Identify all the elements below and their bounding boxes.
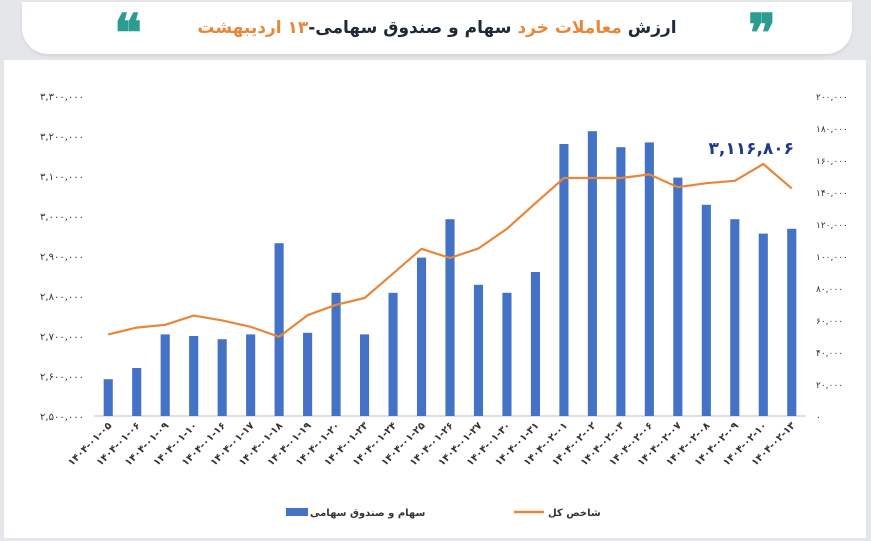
bar bbox=[360, 334, 370, 416]
y-left-tick-label: ۲,۸۰۰,۰۰۰ bbox=[40, 292, 84, 303]
quote-open-icon: ❝ bbox=[114, 3, 142, 64]
data-label-peak: ۳,۱۱۶,۸۰۶ bbox=[708, 139, 794, 159]
y-left-tick-label: ۲,۹۰۰,۰۰۰ bbox=[40, 252, 84, 263]
bar bbox=[132, 368, 142, 416]
y-left-tick-label: ۳,۳۰۰,۰۰۰ bbox=[40, 92, 84, 103]
bar bbox=[673, 177, 683, 416]
title-accent: معاملات خرد bbox=[517, 18, 622, 38]
bar bbox=[274, 243, 284, 416]
bar bbox=[616, 147, 626, 416]
page-title: ارزش معاملات خرد سهام و صندوق سهامی-۱۳ ا… bbox=[197, 18, 676, 38]
y-left-tick-label: ۳,۲۰۰,۰۰۰ bbox=[40, 132, 84, 143]
y-right-tick-label: ۱۸۰,۰۰۰ bbox=[816, 125, 848, 135]
y-right-tick-label: ۶۰,۰۰۰ bbox=[816, 317, 843, 327]
bar bbox=[416, 257, 427, 416]
bar bbox=[303, 332, 313, 416]
chart-panel: ۲,۵۰۰,۰۰۰ ۲,۶۰۰,۰۰۰ ۲,۷۰۰,۰۰۰ ۲,۸۰۰,۰۰۰ ۲,۹۰… bbox=[4, 60, 866, 538]
legend-swatch-bar bbox=[286, 508, 308, 516]
bar bbox=[388, 292, 398, 416]
y-left-tick-label: ۳,۱۰۰,۰۰۰ bbox=[40, 172, 84, 183]
bar bbox=[502, 292, 512, 416]
y-left-tick-label: ۲,۵۰۰,۰۰۰ bbox=[40, 412, 84, 423]
bar bbox=[473, 284, 484, 416]
quote-close-icon: ❞ bbox=[748, 3, 776, 64]
y-right-tick-label: ۱۴۰,۰۰۰ bbox=[816, 189, 848, 199]
combo-chart: ۲,۵۰۰,۰۰۰ ۲,۶۰۰,۰۰۰ ۲,۷۰۰,۰۰۰ ۲,۸۰۰,۰۰۰ ۲,۹۰… bbox=[40, 92, 848, 519]
y-left-tick-label: ۲,۶۰۰,۰۰۰ bbox=[40, 372, 84, 383]
bar bbox=[189, 336, 199, 416]
bar bbox=[246, 334, 256, 416]
y-right-tick-label: ۱۰۰,۰۰۰ bbox=[816, 253, 848, 263]
bar bbox=[730, 219, 740, 416]
line-series-shakhes-kol bbox=[107, 162, 793, 338]
bar bbox=[644, 142, 654, 416]
y-right-tick-label: ۲۰,۰۰۰ bbox=[816, 381, 843, 391]
y-right-tick-label: ۸۰,۰۰۰ bbox=[816, 285, 843, 295]
bar bbox=[103, 379, 113, 416]
title-part-1: ارزش bbox=[627, 18, 677, 38]
y-left-tick-label: ۳,۰۰۰,۰۰۰ bbox=[40, 212, 84, 223]
y-right-tick-label: ۰ bbox=[816, 413, 821, 423]
y-right-tick-label: ۲۰۰,۰۰۰ bbox=[816, 93, 848, 103]
bar bbox=[587, 131, 597, 416]
legend-label-line: شاخص کل bbox=[548, 508, 601, 519]
bar bbox=[445, 219, 455, 416]
y-right-tick-label: ۴۰,۰۰۰ bbox=[816, 349, 843, 359]
title-date: ۱۳ اردیبهشت bbox=[197, 18, 309, 38]
bar bbox=[787, 228, 797, 416]
y-right-tick-label: ۱۶۰,۰۰۰ bbox=[816, 157, 848, 167]
bar bbox=[331, 292, 341, 416]
bar bbox=[160, 334, 170, 416]
bar bbox=[530, 272, 540, 416]
bar bbox=[701, 204, 711, 416]
bar bbox=[217, 339, 227, 416]
bar bbox=[559, 144, 569, 416]
header-banner: ❝ ارزش معاملات خرد سهام و صندوق سهامی-۱۳… bbox=[22, 2, 852, 60]
title-part-2: سهام و صندوق سهامی- bbox=[308, 18, 512, 38]
y-right-tick-label: ۱۲۰,۰۰۰ bbox=[816, 221, 848, 231]
bar bbox=[758, 233, 768, 416]
legend-label-bar: سهام و صندوق سهامی bbox=[310, 508, 426, 519]
y-left-tick-label: ۲,۷۰۰,۰۰۰ bbox=[40, 332, 84, 343]
